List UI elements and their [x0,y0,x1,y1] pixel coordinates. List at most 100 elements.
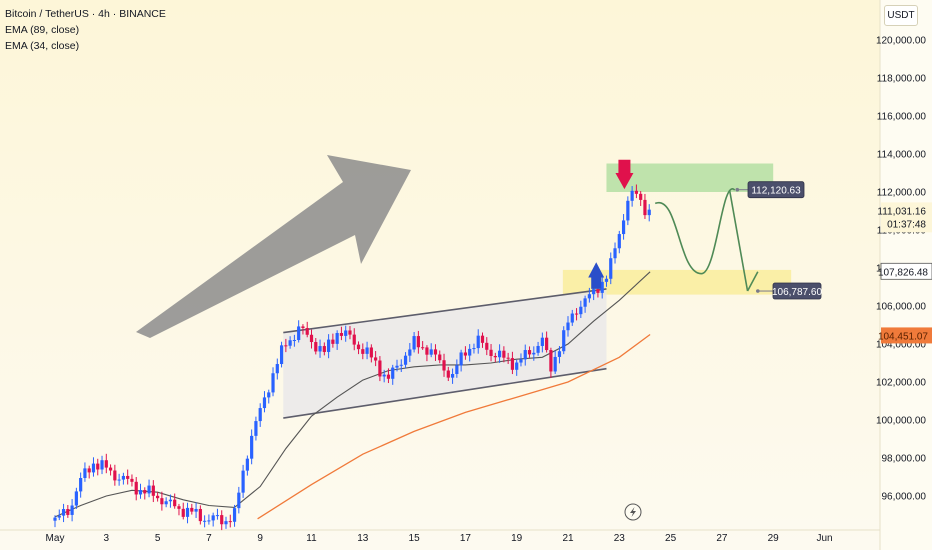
candle[interactable] [532,346,536,361]
candle[interactable] [203,515,207,528]
projection-rebound[interactable] [746,271,759,292]
candle[interactable] [130,474,134,487]
candle[interactable] [113,464,117,486]
trend-arrow-shape[interactable] [136,155,411,338]
candle[interactable] [288,336,292,349]
candle[interactable] [429,343,433,358]
candle[interactable] [194,502,198,518]
candle[interactable] [600,275,604,299]
candle[interactable] [536,341,540,356]
candle[interactable] [647,204,651,222]
candle[interactable] [126,469,130,485]
candle[interactable] [395,359,399,372]
candle[interactable] [506,352,510,364]
candle[interactable] [450,368,455,384]
candle[interactable] [181,502,185,520]
candle[interactable] [309,329,314,349]
candle[interactable] [545,331,549,353]
candle[interactable] [639,191,643,206]
candle[interactable] [527,346,532,358]
candle[interactable] [574,308,579,321]
candle[interactable] [250,429,254,465]
candle[interactable] [493,352,497,363]
candle[interactable] [301,324,305,335]
ema89-price-badge[interactable]: 104,451.07 [878,327,932,344]
candle[interactable] [327,334,331,359]
candle[interactable] [168,494,173,508]
candle[interactable] [356,341,361,355]
candle[interactable] [365,341,369,360]
candle[interactable] [433,344,438,361]
candle[interactable] [643,193,647,219]
candle[interactable] [609,252,613,285]
arrow-up-icon[interactable] [588,262,605,289]
indicator-ema34[interactable]: EMA (34, close) [5,40,80,52]
candle[interactable] [570,309,574,326]
candle[interactable] [348,326,352,340]
indicator-ema89[interactable]: EMA (89, close) [5,24,80,36]
current-price-badge[interactable]: 111,031.16 01:37:48 [877,202,932,233]
candle[interactable] [403,352,408,369]
arrow-down-icon[interactable] [615,159,634,190]
candle[interactable] [284,338,288,353]
candle[interactable] [442,353,446,377]
candle[interactable] [156,492,160,502]
candle[interactable] [463,346,467,360]
candle[interactable] [634,184,638,199]
candle[interactable] [515,359,519,376]
ema34-price-badge[interactable]: 107,826.48 [878,262,932,280]
candle[interactable] [416,330,420,354]
candle[interactable] [143,487,147,500]
candle[interactable] [108,464,113,476]
candle[interactable] [228,514,232,528]
candle[interactable] [262,391,267,413]
candle[interactable] [134,477,138,501]
candle[interactable] [378,356,382,382]
candle[interactable] [489,344,493,362]
candle[interactable] [386,368,391,384]
candle[interactable] [237,486,241,514]
candle[interactable] [53,515,57,528]
candle[interactable] [339,326,344,341]
candle[interactable] [220,510,224,531]
candle[interactable] [604,275,609,287]
candle[interactable] [215,508,220,520]
candle[interactable] [425,345,429,362]
candle[interactable] [100,455,104,475]
candle[interactable] [549,347,553,378]
candle[interactable] [502,346,506,363]
candle[interactable] [399,359,403,373]
candle[interactable] [160,491,164,511]
candle[interactable] [83,462,87,482]
candle[interactable] [540,332,544,353]
candle[interactable] [117,473,121,486]
candle[interactable] [480,332,485,348]
candle[interactable] [412,332,416,353]
candle[interactable] [147,479,151,498]
candle[interactable] [344,325,348,342]
candle[interactable] [271,367,275,397]
candle[interactable] [374,351,378,367]
candle[interactable] [630,186,634,207]
target-upper-label[interactable]: 112,120.63 [747,181,805,199]
candle[interactable] [421,341,425,350]
ema89-line[interactable] [257,333,651,520]
candle[interactable] [267,389,271,404]
candle[interactable] [314,338,318,355]
candle[interactable] [61,503,66,523]
candle[interactable] [562,326,566,355]
candle[interactable] [335,330,339,350]
candle[interactable] [557,346,562,364]
candle[interactable] [211,512,215,527]
candle[interactable] [446,366,450,382]
channel-lower-line[interactable] [283,367,607,419]
candle[interactable] [70,499,74,522]
candle[interactable] [292,334,296,347]
candle[interactable] [138,483,143,499]
candle[interactable] [472,343,476,354]
candle[interactable] [245,455,249,476]
candle[interactable] [566,316,570,337]
candle[interactable] [224,516,228,529]
candle[interactable] [369,344,373,363]
candle[interactable] [617,230,621,254]
